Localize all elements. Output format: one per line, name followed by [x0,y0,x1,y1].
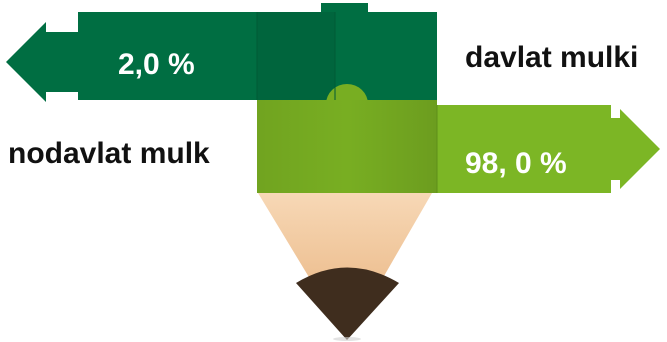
pencil-lead [296,267,399,340]
state-ownership-label: davlat mulki [465,41,639,74]
pencil-tab-top [321,3,368,12]
state-ownership-value: 2,0 % [118,48,195,81]
state-ownership-arrow [6,12,437,102]
non-state-ownership-arrow [437,105,660,193]
non-state-ownership-value: 98, 0 % [465,147,567,180]
non-state-ownership-label: nodavlat mulk [8,137,210,170]
pencil-wood [258,193,432,340]
pencil-segment-dark [257,12,335,100]
